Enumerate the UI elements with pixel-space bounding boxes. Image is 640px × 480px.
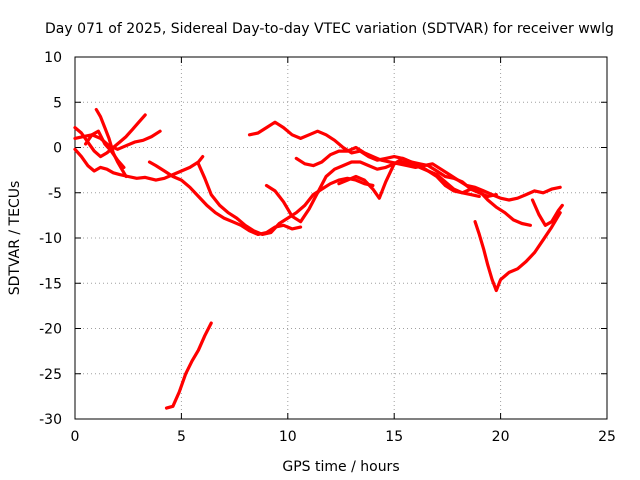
plot-frame [74, 56, 608, 420]
x-tick-labels: 0 5 10 15 20 25 [71, 429, 616, 445]
chart-title: Day 071 of 2025, Sidereal Day-to-day VTE… [45, 21, 614, 37]
x-tick-label: 5 [177, 429, 186, 445]
series-arc-8 [264, 160, 481, 224]
y-axis-label: SDTVAR / TECUs [7, 181, 23, 296]
x-axis-label: GPS time / hours [282, 459, 399, 475]
y-tick-labels: 10 5 0 -5 -10 -15 -20 -25 -30 [39, 50, 62, 428]
x-tick-label: 0 [71, 429, 80, 445]
series-arc-12 [473, 211, 562, 293]
series-group [73, 107, 564, 410]
series-arc-10 [294, 145, 562, 202]
y-tick-label: -30 [39, 412, 62, 428]
x-tick-label: 25 [598, 429, 616, 445]
series-arc-4 [94, 107, 128, 179]
series-arc-11 [337, 156, 533, 227]
y-tick-label: -5 [48, 186, 62, 202]
grid [74, 56, 608, 420]
series-arc-2 [73, 129, 162, 151]
series-arc-14 [164, 321, 213, 410]
y-tick-label: 0 [53, 141, 62, 157]
y-tick-label: 5 [53, 95, 62, 111]
y-tick-label: 10 [44, 50, 62, 66]
x-tick-label: 15 [385, 429, 403, 445]
x-tick-label: 20 [492, 429, 510, 445]
y-tick-label: -15 [39, 276, 62, 292]
y-tick-label: -25 [39, 367, 62, 383]
y-tick-label: -20 [39, 322, 62, 338]
y-tick-label: -10 [39, 231, 62, 247]
series-arc-1 [73, 147, 205, 182]
series-arc-5 [83, 129, 126, 169]
series-arc-13 [530, 198, 564, 227]
series-arc-7 [196, 162, 375, 236]
x-tick-label: 10 [279, 429, 297, 445]
